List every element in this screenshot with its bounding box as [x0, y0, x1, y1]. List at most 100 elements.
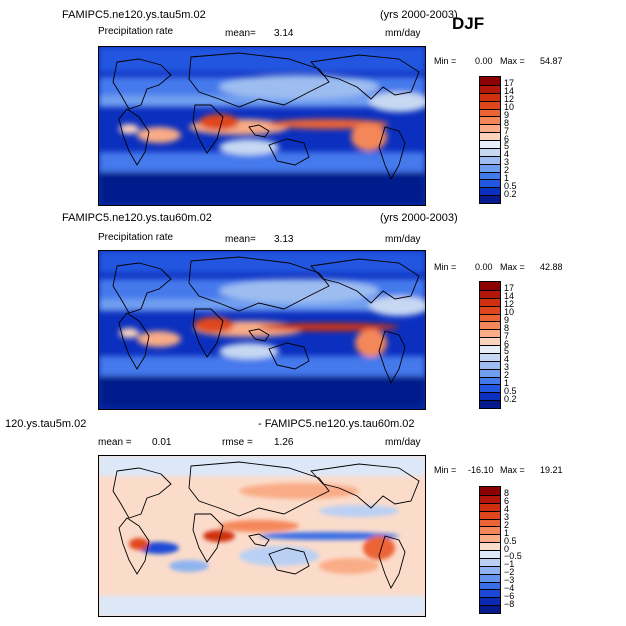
colorbar-swatch: [480, 77, 500, 85]
colorbar-tick-label: 14: [504, 291, 515, 302]
colorbar-tick-label: 0.5: [504, 180, 517, 191]
colorbar-swatch: [480, 368, 500, 377]
panel2-variable-label: Precipitation rate: [98, 232, 174, 243]
colorbar-swatch: [480, 116, 500, 125]
panel3-max-value: 19.21: [540, 465, 563, 475]
panel3-max-label: Max =: [500, 465, 525, 475]
panel1-colorbar: [479, 76, 501, 204]
panel3-mean-label: mean =: [98, 437, 132, 448]
colorbar-swatch: [480, 542, 500, 550]
colorbar-tick-label: 1: [504, 172, 510, 183]
colorbar-tick-label: 6: [504, 496, 510, 507]
colorbar-tick-label: −8: [504, 598, 515, 609]
colorbar-swatch: [480, 384, 500, 393]
colorbar-tick-label: 2: [504, 165, 510, 175]
colorbar-swatch: [480, 195, 500, 203]
colorbar-swatch: [480, 132, 500, 140]
colorbar-swatch: [480, 179, 500, 188]
colorbar-swatch: [480, 494, 500, 503]
colorbar-swatch: [480, 124, 500, 133]
colorbar-tick-label: 9: [504, 314, 510, 325]
colorbar-swatch: [480, 147, 500, 156]
colorbar-tick-label: 14: [504, 86, 515, 97]
colorbar-tick-label: −4: [504, 582, 515, 593]
panel2-max-value: 42.88: [540, 262, 563, 272]
colorbar-tick-label: 5: [504, 346, 510, 357]
colorbar-swatch: [480, 84, 500, 93]
panel1-max-label: Max =: [500, 56, 525, 66]
colorbar-tick-label: 9: [504, 109, 510, 120]
panel2-years: (yrs 2000-2003): [380, 212, 458, 224]
colorbar-tick-label: 3: [504, 512, 510, 522]
panel2-min-label: Min =: [434, 262, 457, 272]
panel3-min-value: -16.10: [468, 465, 494, 475]
colorbar-swatch: [480, 510, 500, 519]
colorbar-tick-label: −3: [504, 575, 515, 585]
panel3-rmse-value: 1.26: [274, 437, 294, 448]
colorbar-tick-label: 4: [504, 354, 510, 365]
panel2-units: mm/day: [385, 234, 421, 245]
colorbar-tick-label: 1: [504, 527, 510, 538]
panel3-case-difference: - FAMIPC5.ne120.ys.tau60m.02: [258, 418, 415, 430]
colorbar-swatch: [480, 352, 500, 361]
panel3-difference-map: [98, 455, 426, 617]
panel2-case-name: FAMIPC5.ne120.ys.tau60m.02: [62, 212, 212, 224]
colorbar-swatch: [480, 487, 500, 495]
panel2-colorbar: [479, 281, 501, 409]
colorbar-tick-label: −6: [504, 590, 515, 601]
season-label: DJF: [452, 14, 485, 33]
panel2-min-value: 0.00: [475, 262, 493, 272]
colorbar-tick-label: 8: [504, 117, 510, 128]
colorbar-swatch: [480, 108, 500, 117]
colorbar-tick-label: 6: [504, 338, 510, 349]
colorbar-tick-label: 0.5: [504, 535, 517, 546]
colorbar-tick-label: 17: [504, 78, 515, 89]
colorbar-swatch: [480, 282, 500, 290]
colorbar-swatch: [480, 329, 500, 338]
colorbar-swatch: [480, 534, 500, 543]
colorbar-swatch: [480, 550, 500, 558]
colorbar-swatch: [480, 140, 500, 148]
colorbar-swatch: [480, 526, 500, 535]
colorbar-swatch: [480, 337, 500, 345]
panel2-precipitation-map: [98, 250, 426, 410]
panel3-rmse-label: rmse =: [222, 437, 253, 448]
colorbar-swatch: [480, 321, 500, 330]
colorbar-tick-label: 7: [504, 330, 510, 341]
panel1-years: (yrs 2000-2003): [380, 9, 458, 21]
colorbar-tick-label: −1: [504, 559, 515, 570]
colorbar-tick-label: 1: [504, 377, 510, 388]
colorbar-tick-label: 3: [504, 362, 510, 373]
panel1-variable-label: Precipitation rate: [98, 26, 174, 37]
panel2-max-label: Max =: [500, 262, 525, 272]
panel1-precipitation-map: [98, 46, 426, 206]
panel3-colorbar: [479, 486, 501, 614]
panel1-max-value: 54.87: [540, 56, 563, 66]
colorbar-swatch: [480, 376, 500, 385]
colorbar-swatch: [480, 155, 500, 164]
panel3-units: mm/day: [385, 437, 421, 448]
panel1-mean-value: 3.14: [274, 28, 294, 39]
colorbar-tick-label: 5: [504, 141, 510, 152]
panel1-case-name: FAMIPC5.ne120.ys.tau5m.02: [62, 9, 206, 21]
colorbar-tick-label: 3: [504, 157, 510, 168]
panel1-min-value: 0.00: [475, 56, 493, 66]
panel3-min-label: Min =: [434, 465, 457, 475]
colorbar-swatch: [480, 92, 500, 101]
colorbar-swatch: [480, 597, 500, 606]
colorbar-tick-label: 17: [504, 283, 515, 294]
colorbar-tick-label: 12: [504, 299, 515, 310]
colorbar-swatch: [480, 573, 500, 582]
colorbar-swatch: [480, 565, 500, 574]
colorbar-tick-label: −0.5: [504, 551, 522, 562]
colorbar-swatch: [480, 502, 500, 511]
colorbar-tick-label: 2: [504, 370, 510, 380]
colorbar-tick-label: −2: [504, 567, 515, 578]
panel3-case-name: 120.ys.tau5m.02: [5, 418, 87, 430]
colorbar-swatch: [480, 345, 500, 353]
panel1-units: mm/day: [385, 28, 421, 39]
colorbar-swatch: [480, 605, 500, 613]
colorbar-swatch: [480, 313, 500, 322]
colorbar-tick-label: 0.5: [504, 385, 517, 396]
colorbar-swatch: [480, 100, 500, 109]
